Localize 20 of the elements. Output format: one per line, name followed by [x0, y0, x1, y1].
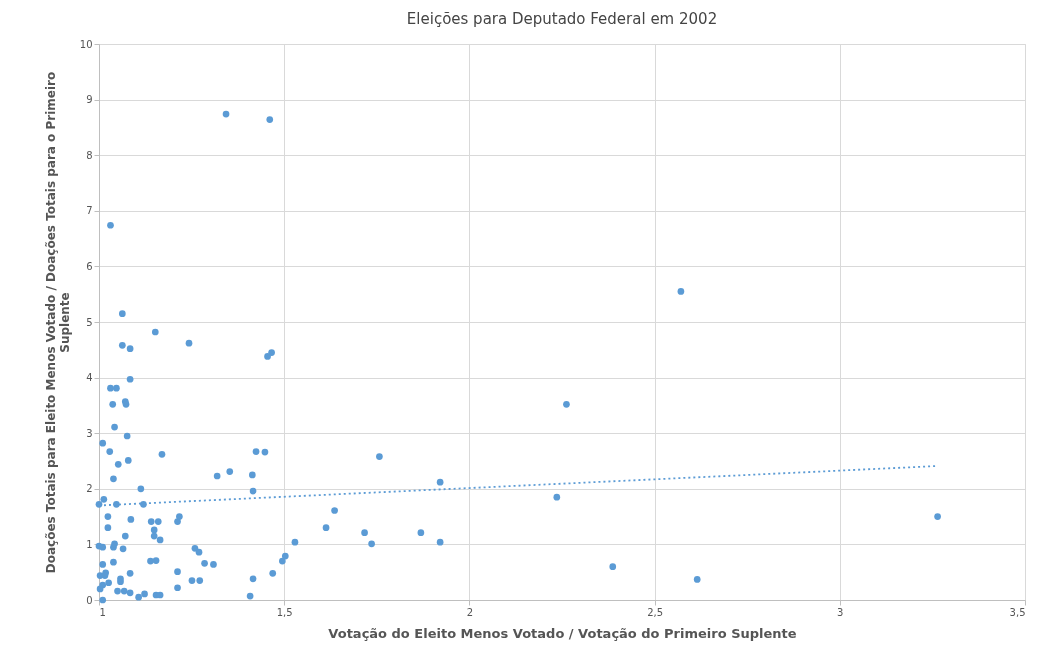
y-tick-label: 5	[86, 316, 93, 328]
y-tick-label: 7	[86, 205, 93, 217]
y-tick-label: 2	[86, 483, 93, 495]
y-tick-label: 0	[86, 594, 93, 606]
chart-title: Eleições para Deputado Federal em 2002	[406, 10, 718, 28]
y-tick-label: 3	[86, 427, 93, 439]
y-tick-label: 6	[86, 260, 93, 272]
x-axis-title: Votação do Eleito Menos Votado / Votação do Primeiro Suplente	[328, 625, 797, 641]
y-tick-label: 9	[86, 94, 93, 106]
y-tick-label: 4	[86, 372, 93, 384]
x-tick-label: 1,5	[276, 606, 293, 618]
x-tick-label: 2,5	[647, 606, 664, 618]
x-tick-label: 3	[837, 606, 844, 618]
y-tick-label: 10	[79, 38, 93, 50]
y-axis-title: Doações Totais para Eleito Menos Votado / Doações Totais para o Primeiro Suplente	[43, 71, 72, 574]
x-tick-label: 1	[99, 606, 106, 618]
y-tick-label: 1	[86, 538, 93, 550]
x-tick-label: 2	[466, 606, 474, 618]
y-tick-label: 8	[86, 149, 93, 161]
x-tick-label: 3,5	[1009, 606, 1026, 618]
